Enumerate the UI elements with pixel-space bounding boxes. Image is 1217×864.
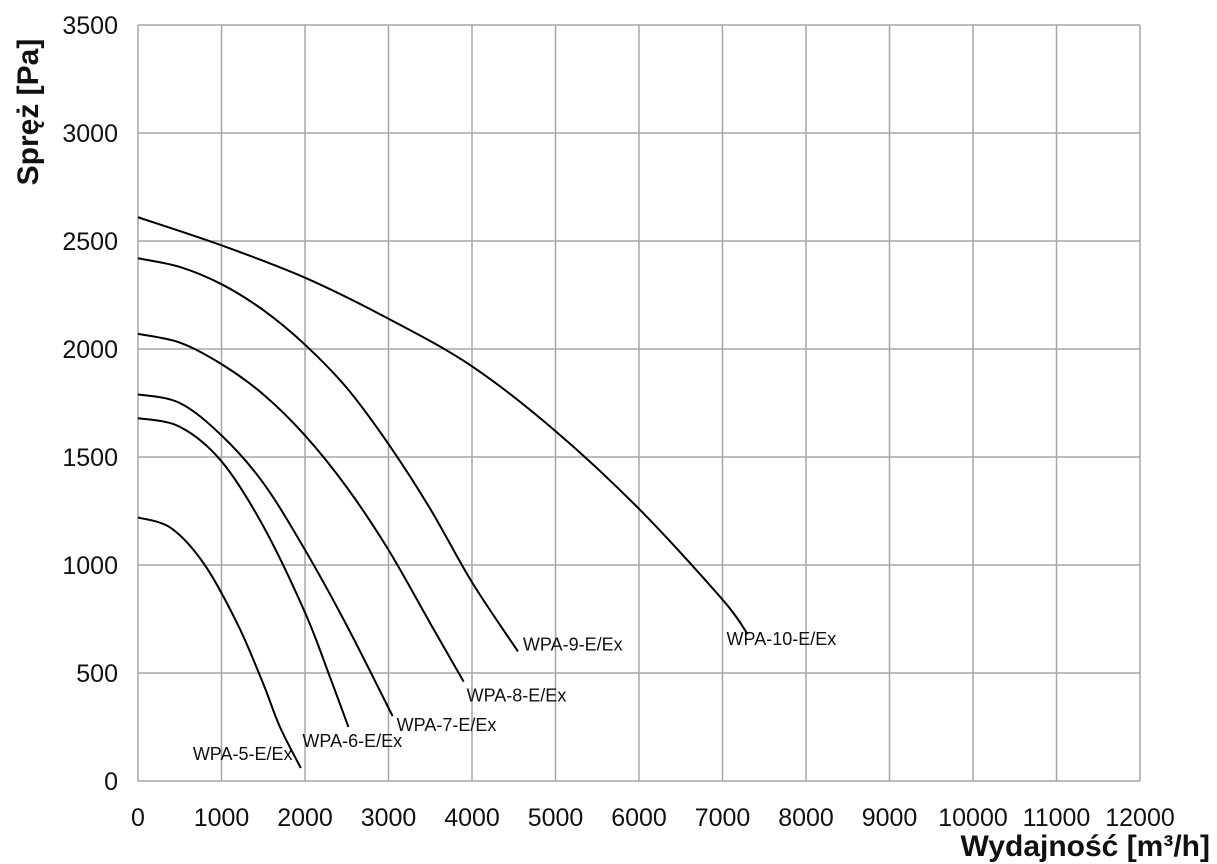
y-axis-title: Spręż [Pa] bbox=[12, 39, 45, 186]
y-tick-label: 2000 bbox=[62, 336, 118, 364]
y-tick-label: 500 bbox=[76, 660, 118, 688]
series-label: WPA-7-E/Ex bbox=[397, 715, 497, 735]
x-tick-label: 2000 bbox=[277, 804, 333, 832]
x-tick-label: 1000 bbox=[194, 804, 250, 832]
x-tick-label: 11000 bbox=[1023, 804, 1091, 832]
series-label: WPA-8-E/Ex bbox=[467, 686, 567, 706]
y-tick-label: 0 bbox=[104, 768, 118, 796]
x-tick-label: 9000 bbox=[862, 804, 918, 832]
y-tick-label: 3000 bbox=[62, 120, 118, 148]
series-label: WPA-9-E/Ex bbox=[523, 634, 623, 654]
x-tick-label: 3000 bbox=[361, 804, 417, 832]
y-tick-label: 3500 bbox=[62, 12, 118, 40]
series-label: WPA-5-E/Ex bbox=[193, 744, 293, 764]
x-tick-label: 10000 bbox=[938, 804, 1008, 832]
x-tick-label: 4000 bbox=[444, 804, 500, 832]
y-tick-label: 1000 bbox=[62, 552, 118, 580]
x-tick-label: 7000 bbox=[695, 804, 751, 832]
series-label: WPA-10-E/Ex bbox=[727, 629, 837, 649]
y-tick-label: 2500 bbox=[62, 228, 118, 256]
x-tick-label: 5000 bbox=[528, 804, 584, 832]
x-tick-label: 0 bbox=[131, 804, 145, 832]
x-tick-label: 12000 bbox=[1105, 804, 1175, 832]
x-tick-label: 8000 bbox=[778, 804, 834, 832]
series-label: WPA-6-E/Ex bbox=[302, 731, 402, 751]
x-tick-label: 6000 bbox=[611, 804, 667, 832]
x-axis-title: Wydajność [m³/h] bbox=[961, 830, 1210, 863]
y-tick-label: 1500 bbox=[62, 444, 118, 472]
